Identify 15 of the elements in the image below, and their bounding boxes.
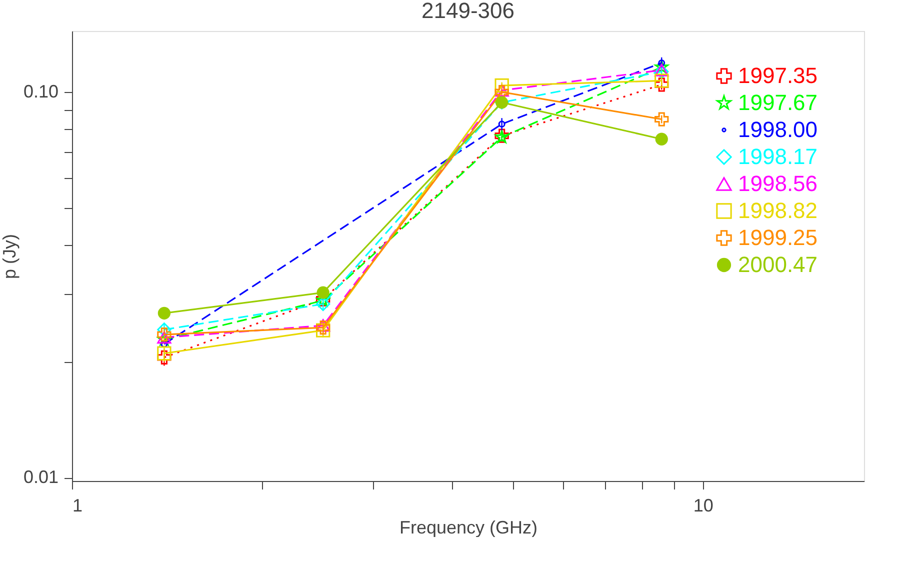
- legend-label: 1999.25: [738, 225, 818, 250]
- y-axis-title: p (Jy): [0, 234, 20, 279]
- x-tick-label: 1: [72, 496, 83, 516]
- x-tick-label: 10: [693, 496, 714, 516]
- x-axis-title: Frequency (GHz): [399, 518, 538, 538]
- legend-label: 1997.35: [738, 63, 818, 88]
- legend-label: 1998.17: [738, 144, 818, 169]
- chart-title: 2149-306: [422, 0, 514, 23]
- y-tick-label: 0.01: [23, 467, 58, 488]
- y-tick-label: 0.10: [23, 82, 58, 102]
- legend-label: 2000.47: [738, 252, 818, 277]
- legend-label: 1998.56: [738, 171, 818, 196]
- legend-label: 1997.67: [738, 90, 818, 115]
- legend-label: 1998.00: [738, 117, 818, 142]
- legend-label: 1998.82: [738, 198, 818, 223]
